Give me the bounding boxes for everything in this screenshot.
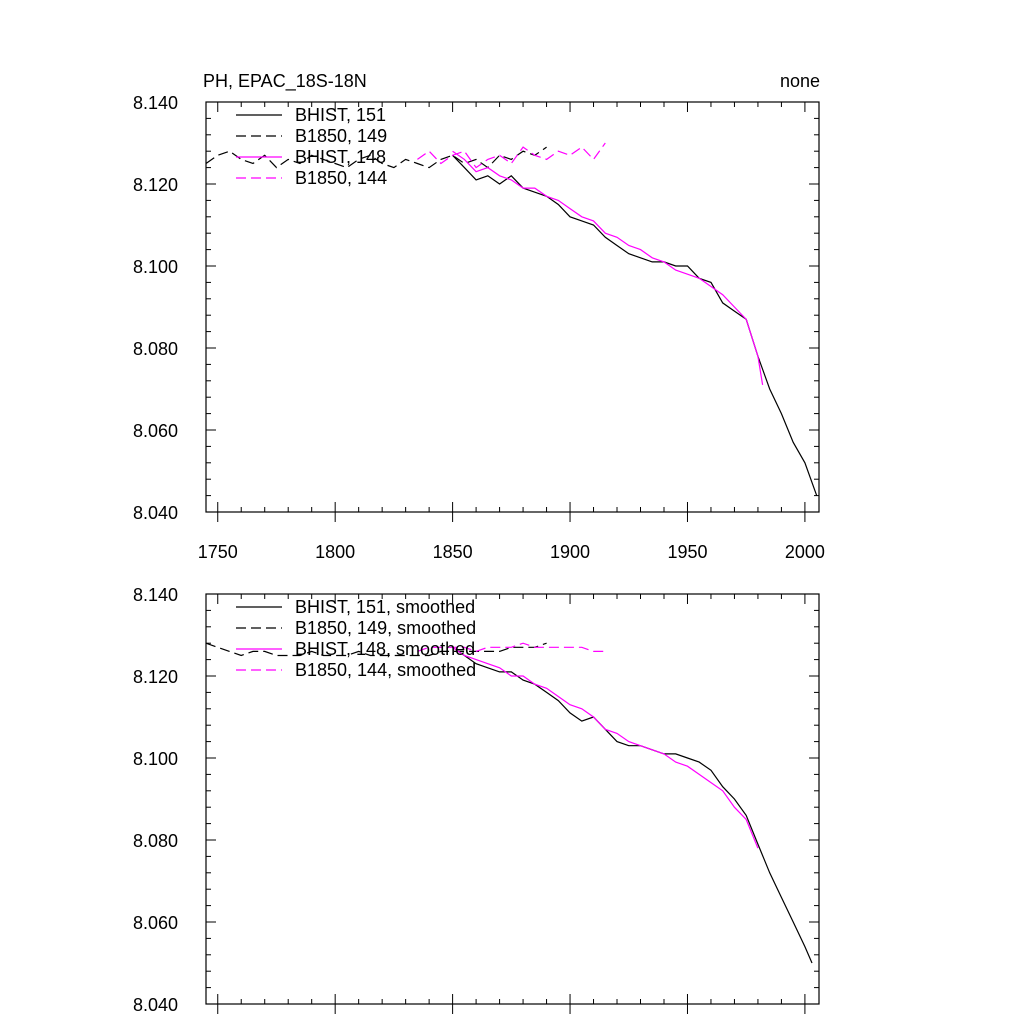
y-tick-label: 8.140	[133, 585, 178, 605]
y-tick-label: 8.060	[133, 421, 178, 441]
x-tick-label: 1750	[198, 542, 238, 562]
legend-label-2: BHIST, 148	[295, 147, 386, 167]
x-tick-label: 2000	[785, 542, 825, 562]
series-line-0	[452, 154, 818, 496]
legend-label-3: B1850, 144, smoothed	[295, 660, 476, 680]
y-tick-label: 8.100	[133, 257, 178, 277]
legend-label-0: BHIST, 151	[295, 105, 386, 125]
legend-label-3: B1850, 144	[295, 168, 387, 188]
x-tick-label: 1950	[667, 542, 707, 562]
series-line-2	[452, 150, 764, 385]
series-line-3	[417, 642, 606, 653]
series-line-1	[205, 642, 547, 657]
y-tick-label: 8.080	[133, 339, 178, 359]
y-tick-label: 8.120	[133, 667, 178, 687]
x-tick-label: 1900	[550, 542, 590, 562]
y-tick-label: 8.100	[133, 749, 178, 769]
y-tick-label: 8.060	[133, 913, 178, 933]
plot-frame	[205, 101, 820, 513]
plot-frame	[205, 593, 820, 1005]
x-tick-label: 1800	[315, 542, 355, 562]
series-line-0	[452, 646, 813, 964]
x-tick-label: 1850	[433, 542, 473, 562]
series-line-3	[417, 142, 606, 169]
legend-label-0: BHIST, 151, smoothed	[295, 597, 475, 617]
series-line-2	[452, 646, 759, 849]
y-tick-label: 8.040	[133, 503, 178, 523]
top-plot-title-right: none	[780, 71, 820, 91]
y-tick-label: 8.120	[133, 175, 178, 195]
y-tick-label: 8.040	[133, 995, 178, 1015]
legend-label-1: B1850, 149	[295, 126, 387, 146]
y-tick-label: 8.080	[133, 831, 178, 851]
y-tick-label: 8.140	[133, 93, 178, 113]
legend-label-2: BHIST, 148, smoothed	[295, 639, 475, 659]
top-plot-title: PH, EPAC_18S-18N	[203, 71, 367, 92]
legend-label-1: B1850, 149, smoothed	[295, 618, 476, 638]
